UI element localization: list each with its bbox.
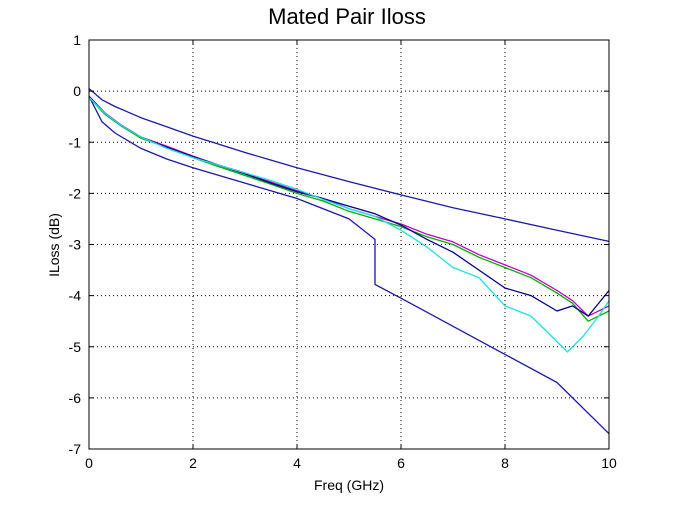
x-tick-label: 2 <box>189 455 197 471</box>
x-tick-label: 4 <box>293 455 301 471</box>
series-line-5 <box>88 95 610 317</box>
plot-lines <box>88 88 610 435</box>
y-tick-label: 0 <box>73 83 81 99</box>
series-line-6 <box>88 96 610 353</box>
x-tick-label: 8 <box>501 455 509 471</box>
series-line-1 <box>88 88 610 243</box>
x-axis-label: Freq (GHz) <box>314 477 384 493</box>
x-tick-label: 10 <box>601 455 617 471</box>
series-line-2 <box>88 95 610 435</box>
grid <box>89 40 609 449</box>
x-tick-label: 0 <box>85 455 93 471</box>
y-tick-label: -7 <box>69 441 82 457</box>
y-axis-label: ILoss (dB) <box>46 213 62 277</box>
y-tick-label: -1 <box>69 134 82 150</box>
x-tick-label: 6 <box>397 455 405 471</box>
y-tick-label: -6 <box>69 390 82 406</box>
y-tick-label: 1 <box>73 32 81 48</box>
y-tick-label: -4 <box>69 288 82 304</box>
y-tick-label: -3 <box>69 237 82 253</box>
chart-title: Mated Pair Iloss <box>268 4 426 29</box>
y-tick-label: -2 <box>69 185 82 201</box>
y-tick-label: -5 <box>69 339 82 355</box>
